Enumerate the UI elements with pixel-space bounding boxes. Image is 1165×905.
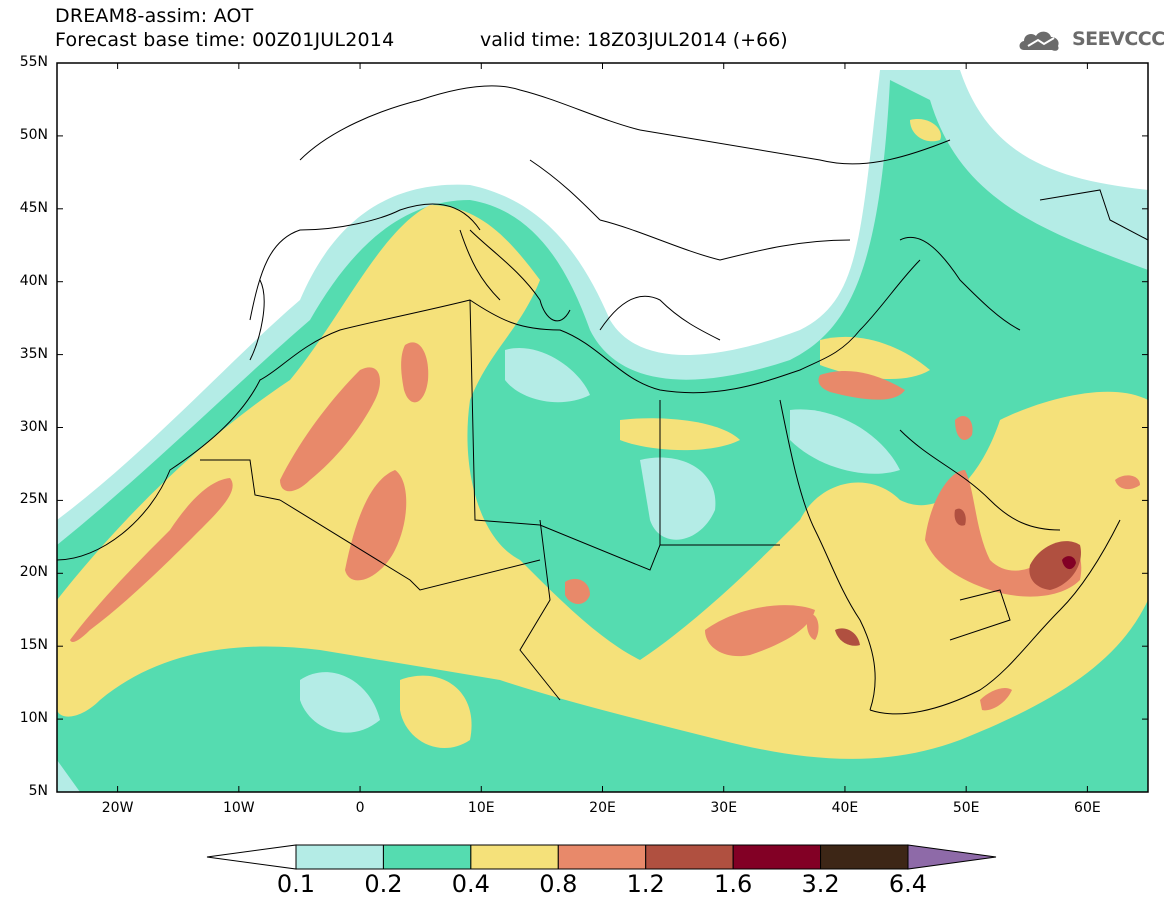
aot-level-1.6: [1029, 541, 1081, 590]
colorbar-box: [382, 844, 472, 870]
aot-level-0.4: [57, 205, 1148, 759]
colorbar-label: 0.1: [276, 870, 316, 898]
logo-text: SEEVCCC: [1072, 28, 1165, 50]
x-tick-label: 60E: [1074, 800, 1101, 816]
y-tick-label: 45N: [19, 199, 48, 216]
colorbar-label: 1.6: [714, 870, 753, 898]
x-tick-label: 50E: [952, 800, 980, 816]
y-tick-label: 30N: [19, 418, 48, 435]
x-tick-label: 30E: [710, 800, 738, 816]
y-tick-label: 25N: [19, 491, 48, 508]
colorbar-box: [820, 844, 909, 870]
colorbar-box: [470, 844, 559, 870]
x-tick-label: 40E: [831, 800, 859, 816]
axis-ticks: [57, 62, 1148, 793]
aot-level-0.8: [70, 478, 233, 642]
colorbar-label: 0.8: [539, 870, 578, 898]
y-tick-label: 55N: [19, 54, 48, 70]
colorbar-upper-arrow: [907, 844, 997, 870]
x-tick-label: 10W: [222, 800, 255, 816]
colorbar-box: [295, 844, 384, 870]
colorbar: [206, 844, 997, 870]
aot-level-3.2: [1062, 556, 1076, 570]
x-tick-label: 0: [355, 800, 365, 816]
aot-field: [57, 63, 1148, 792]
coastlines: [57, 85, 1148, 715]
forecast-base-time: Forecast base time: 00Z01JUL2014: [55, 29, 395, 51]
colorbar-label: 6.4: [888, 870, 928, 898]
x-tick-label: 10E: [467, 800, 495, 816]
colorbar-lower-arrow: [206, 844, 297, 870]
colorbar-box: [557, 844, 647, 870]
x-tick-label: 20W: [101, 800, 134, 816]
y-tick-label: 50N: [19, 126, 48, 143]
y-tick-label: 10N: [19, 710, 48, 727]
x-tick-label: 20E: [589, 800, 616, 816]
y-tick-label: 5N: [28, 783, 48, 799]
y-tick-label: 40N: [19, 272, 48, 289]
seevccc-logo: [1019, 31, 1059, 51]
colorbar-box: [732, 844, 822, 870]
colorbar-box: [645, 844, 734, 870]
y-tick-label: 35N: [19, 345, 48, 362]
valid-time: valid time: 18Z03JUL2014 (+66): [480, 29, 788, 51]
colorbar-label: 0.4: [451, 870, 490, 898]
colorbar-label: 1.2: [626, 870, 665, 898]
y-tick-label: 20N: [19, 564, 48, 581]
colorbar-label: 3.2: [801, 870, 840, 898]
y-tick-label: 15N: [19, 637, 48, 654]
map-title: DREAM8-assim: AOT: [55, 5, 254, 27]
colorbar-label: 0.2: [364, 870, 403, 898]
